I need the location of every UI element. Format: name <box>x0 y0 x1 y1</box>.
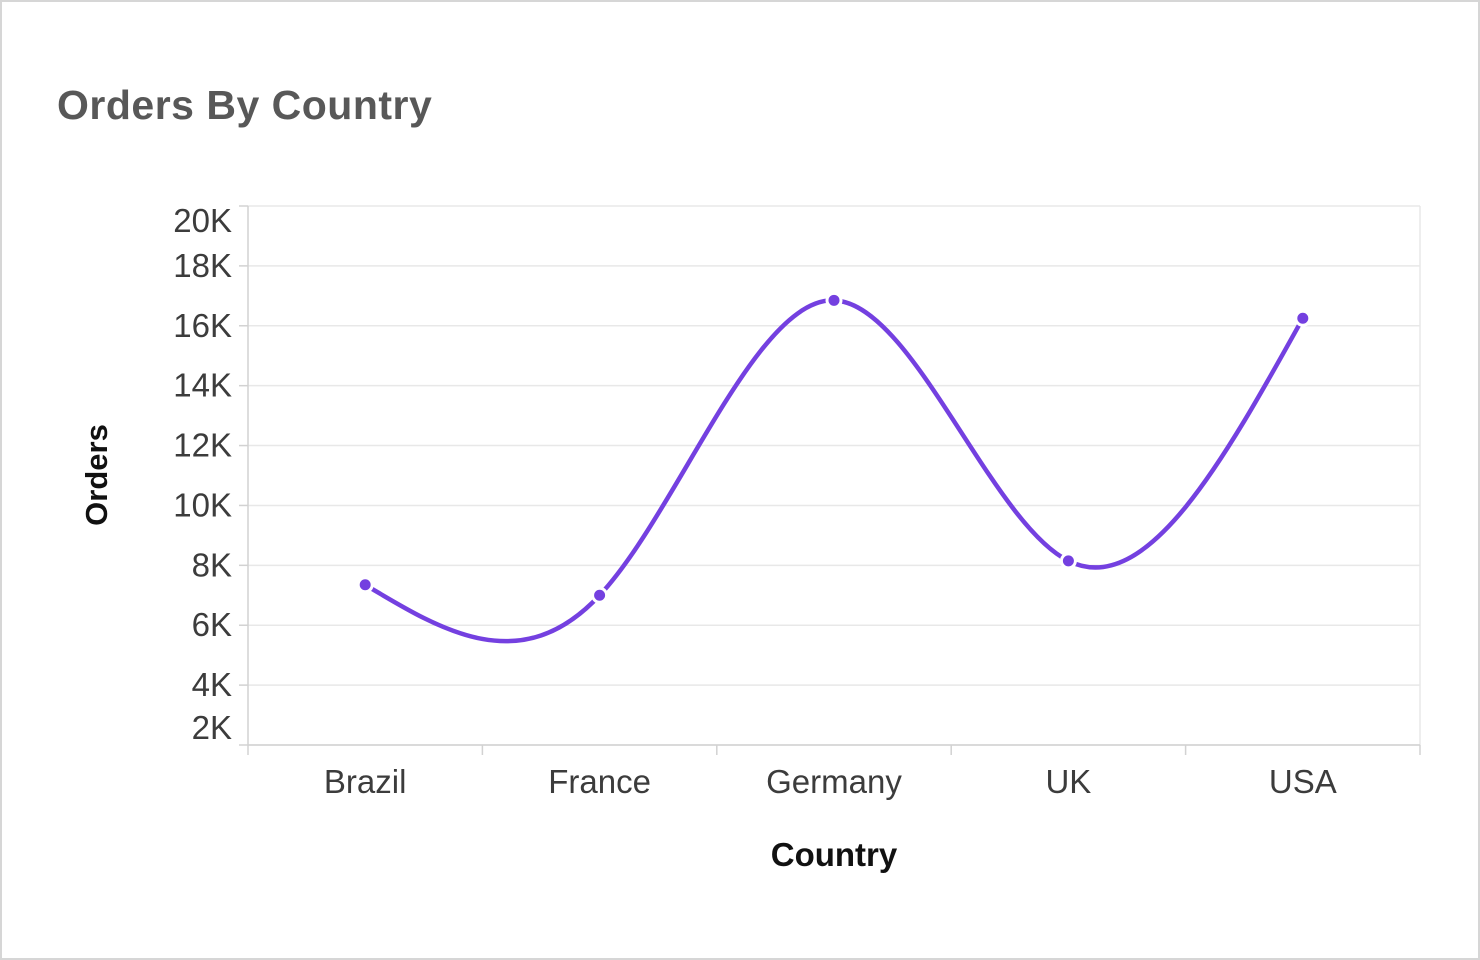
data-point-marker-france[interactable] <box>591 586 609 604</box>
y-tick-label: 16K <box>173 307 232 344</box>
y-tick-label: 14K <box>173 367 232 404</box>
y-tick-label: 12K <box>173 427 232 464</box>
y-tick-label: 10K <box>173 486 232 523</box>
x-category-label: France <box>548 763 651 800</box>
y-tick-label: 8K <box>192 546 232 583</box>
x-axis-title: Country <box>770 836 898 873</box>
y-tick-label: 4K <box>192 666 232 703</box>
y-tick-label: 18K <box>173 247 232 284</box>
data-point-marker-usa[interactable] <box>1294 309 1312 327</box>
chart-title: Orders By Country <box>57 82 433 128</box>
x-category-label: Brazil <box>324 763 407 800</box>
data-point-marker-brazil[interactable] <box>356 576 374 594</box>
y-tick-label: 6K <box>192 606 232 643</box>
data-point-marker-uk[interactable] <box>1059 552 1077 570</box>
x-category-label: UK <box>1045 763 1091 800</box>
x-category-label: USA <box>1269 763 1337 800</box>
y-tick-label: 2K <box>192 709 232 746</box>
x-category-label: Germany <box>766 763 902 800</box>
data-point-marker-germany[interactable] <box>825 291 843 309</box>
spline-series-orders <box>362 298 1306 644</box>
y-tick-label: 20K <box>173 202 232 239</box>
